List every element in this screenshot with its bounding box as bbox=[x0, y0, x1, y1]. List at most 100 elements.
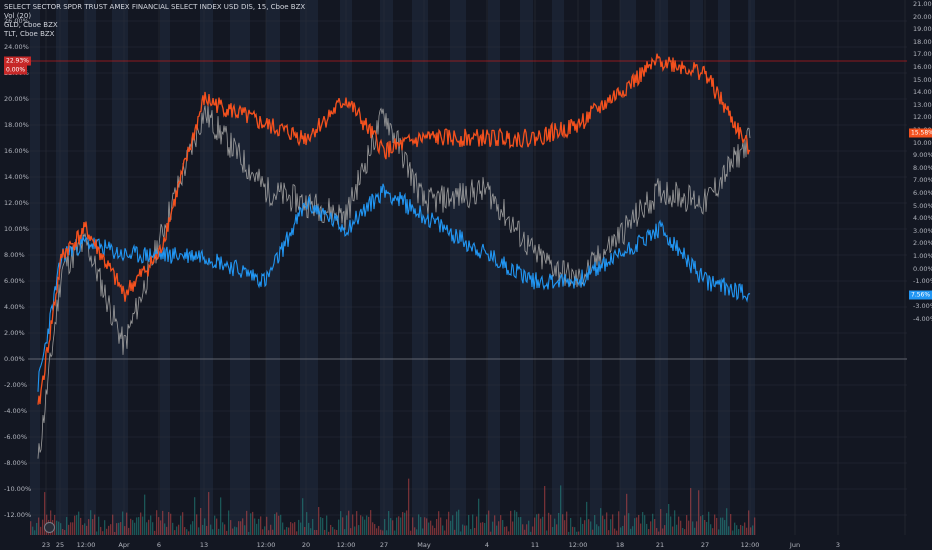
volume-bar bbox=[594, 515, 596, 535]
volume-bar bbox=[662, 528, 664, 535]
time-axis-tick: 23 bbox=[41, 541, 51, 549]
volume-bar bbox=[152, 522, 154, 535]
volume-bar bbox=[96, 531, 98, 535]
volume-bar bbox=[142, 516, 144, 535]
volume-bar bbox=[234, 526, 236, 535]
left-axis-tick: -8.00% bbox=[4, 459, 27, 467]
volume-bar bbox=[348, 510, 350, 535]
volume-bar bbox=[440, 517, 442, 535]
legend-main-symbol[interactable]: SELECT SECTOR SPDR TRUST AMEX FINANCIAL … bbox=[4, 3, 306, 11]
volume-bar bbox=[130, 518, 132, 535]
volume-bar bbox=[240, 521, 242, 535]
volume-bar bbox=[548, 512, 550, 535]
volume-bar bbox=[546, 530, 548, 535]
volume-bar bbox=[646, 523, 648, 535]
volume-bar bbox=[732, 530, 734, 535]
volume-bar bbox=[638, 514, 640, 535]
session-band bbox=[718, 0, 730, 535]
time-axis-tick: 20 bbox=[301, 541, 311, 549]
series-line-xlf bbox=[37, 53, 751, 405]
volume-bar bbox=[538, 513, 540, 535]
volume-bar bbox=[622, 525, 624, 535]
volume-bar bbox=[364, 519, 366, 535]
volume-bar bbox=[210, 524, 212, 535]
volume-bar bbox=[368, 516, 370, 535]
volume-bar bbox=[222, 522, 224, 535]
right-axis-tick: -4.00% bbox=[913, 315, 932, 323]
time-axis-tick: 4 bbox=[484, 541, 490, 549]
volume-bar bbox=[104, 520, 106, 535]
volume-bar bbox=[528, 520, 530, 535]
volume-bar bbox=[294, 522, 296, 535]
volume-bar bbox=[660, 509, 662, 535]
volume-bar bbox=[608, 530, 610, 535]
volume-bar bbox=[134, 522, 136, 535]
volume-bar bbox=[394, 530, 396, 535]
volume-bar bbox=[458, 509, 460, 535]
time-axis-tick: 12:00 bbox=[568, 541, 588, 549]
volume-bar bbox=[182, 512, 184, 535]
volume-bar bbox=[426, 518, 428, 535]
volume-bar bbox=[740, 524, 742, 535]
volume-bar bbox=[354, 526, 356, 535]
volume-bar bbox=[148, 519, 150, 535]
time-axis-tick: 18 bbox=[615, 541, 625, 549]
volume-bar bbox=[212, 529, 214, 535]
volume-bar bbox=[358, 525, 360, 535]
time-axis-tick: 12:00 bbox=[256, 541, 276, 549]
volume-bar bbox=[392, 520, 394, 535]
time-axis-tick: May bbox=[417, 541, 431, 549]
volume-bar bbox=[408, 478, 410, 535]
time-axis-tick: 6 bbox=[156, 541, 162, 549]
volume-bar bbox=[728, 526, 730, 535]
volume-bar bbox=[324, 529, 326, 535]
volume-bar bbox=[164, 523, 166, 535]
volume-bar bbox=[636, 517, 638, 535]
volume-bar bbox=[492, 521, 494, 535]
volume-bar bbox=[674, 510, 676, 535]
volume-bar bbox=[748, 510, 750, 535]
volume-bar bbox=[384, 519, 386, 535]
volume-bar bbox=[190, 524, 192, 535]
volume-bar bbox=[514, 510, 516, 535]
legend-gld[interactable]: GLD, Cboe BZX bbox=[4, 21, 58, 29]
volume-bar bbox=[560, 485, 562, 535]
timezone-icon[interactable] bbox=[44, 522, 55, 533]
session-band bbox=[56, 0, 68, 535]
volume-bar bbox=[536, 514, 538, 535]
volume-bar bbox=[238, 521, 240, 535]
volume-bar bbox=[132, 520, 134, 535]
volume-bar bbox=[420, 517, 422, 535]
volume-bar bbox=[114, 531, 116, 535]
session-band bbox=[380, 0, 393, 535]
volume-bar bbox=[722, 517, 724, 535]
volume-bar bbox=[590, 521, 592, 535]
volume-bar bbox=[208, 492, 210, 535]
volume-bar bbox=[704, 519, 706, 535]
legend-tlt[interactable]: TLT, Cboe BZX bbox=[4, 30, 55, 38]
volume-bar bbox=[484, 522, 486, 535]
volume-bar bbox=[276, 512, 278, 535]
volume-bar bbox=[714, 514, 716, 535]
volume-bar bbox=[702, 515, 704, 535]
volume-bar bbox=[150, 515, 152, 535]
volume-bar bbox=[506, 526, 508, 535]
volume-bar bbox=[72, 522, 74, 535]
session-band bbox=[300, 0, 318, 535]
volume-bar bbox=[680, 520, 682, 535]
legend-volume[interactable]: Vol (20) bbox=[4, 12, 32, 20]
volume-bar bbox=[550, 514, 552, 535]
volume-bar bbox=[604, 519, 606, 535]
volume-bar bbox=[724, 520, 726, 535]
volume-bar bbox=[696, 521, 698, 535]
volume-bar bbox=[390, 518, 392, 535]
volume-bar bbox=[108, 525, 110, 535]
time-axis-tick: 27 bbox=[700, 541, 710, 549]
volume-bar bbox=[496, 525, 498, 535]
left-axis-tick: 16.00% bbox=[4, 147, 29, 155]
left-axis-tick: 26.00% bbox=[4, 17, 29, 25]
volume-bar bbox=[520, 517, 522, 535]
volume-bar bbox=[412, 517, 414, 535]
